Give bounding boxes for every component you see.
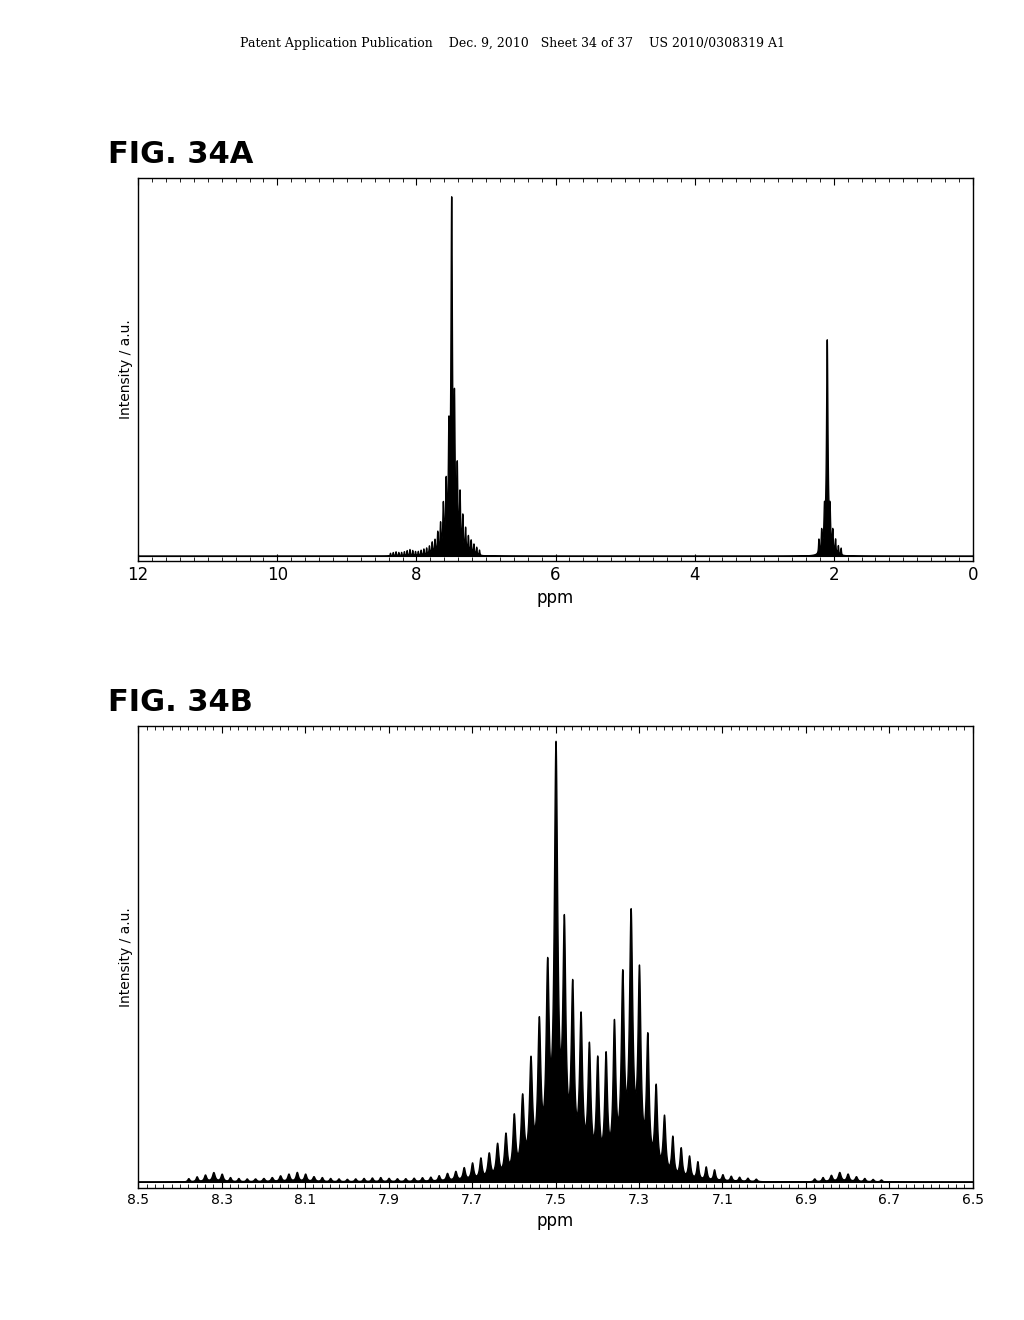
Text: Patent Application Publication    Dec. 9, 2010   Sheet 34 of 37    US 2010/03083: Patent Application Publication Dec. 9, 2…	[240, 37, 784, 50]
X-axis label: ppm: ppm	[537, 590, 574, 607]
Text: FIG. 34A: FIG. 34A	[108, 140, 253, 169]
Y-axis label: Intensity / a.u.: Intensity / a.u.	[119, 319, 133, 420]
Y-axis label: Intensity / a.u.: Intensity / a.u.	[119, 907, 133, 1007]
X-axis label: ppm: ppm	[537, 1212, 574, 1230]
Text: FIG. 34B: FIG. 34B	[108, 688, 252, 717]
